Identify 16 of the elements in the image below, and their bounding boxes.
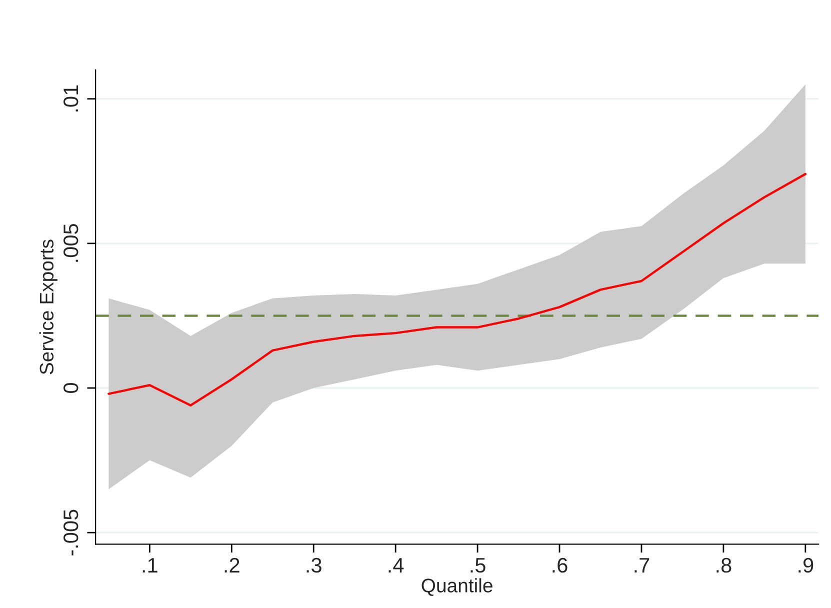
y-tick-label: 0 xyxy=(64,383,78,393)
x-tick-label: .9 xyxy=(798,558,814,573)
x-tick-label: .2 xyxy=(224,558,240,572)
x-tick-label: .1 xyxy=(142,558,158,572)
y-tick-label: .01 xyxy=(64,85,78,112)
y-tick-label: -.005 xyxy=(64,510,78,556)
x-tick-label: .8 xyxy=(716,558,732,573)
x-tick-label: .5 xyxy=(470,558,486,573)
x-tick-label: .6 xyxy=(552,558,568,573)
x-tick-label: .7 xyxy=(634,558,650,572)
y-tick-label: .005 xyxy=(64,224,78,262)
x-axis-title: Quantile xyxy=(422,578,492,596)
y-axis-title: Service Exports xyxy=(39,240,58,374)
line-series xyxy=(108,172,807,406)
x-tick-label: .4 xyxy=(388,558,404,572)
x-tick-label: .3 xyxy=(306,558,322,573)
